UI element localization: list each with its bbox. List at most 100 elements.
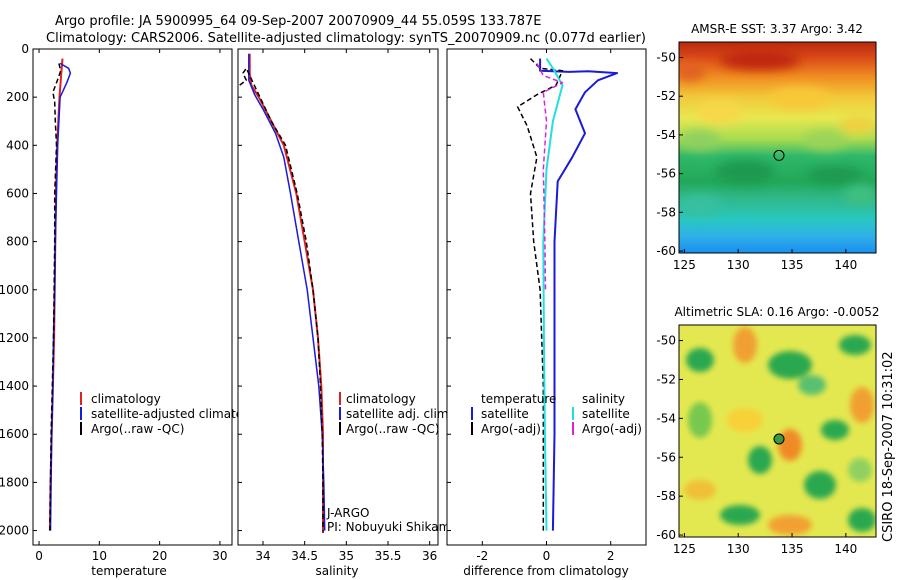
salinity-xlabel: salinity xyxy=(315,564,358,578)
y-tick-label: 1200 xyxy=(0,331,29,345)
legend-swatch-temp-satellite xyxy=(471,407,473,420)
x-tick-label: 35.5 xyxy=(375,549,402,563)
legend-label-satellite: satellite adj. clim. xyxy=(346,407,452,421)
map-y-tick-label: -58 xyxy=(656,489,676,503)
y-tick-label: 1400 xyxy=(0,379,29,393)
series-line-argo-raw-qc xyxy=(49,63,62,534)
map-x-tick-label: 125 xyxy=(673,258,696,272)
legend-label-argo: Argo(..raw -QC) xyxy=(346,422,439,436)
map-ticks: 125 130 135 140 -50 -52 -54 -56 -58 -60 xyxy=(656,334,857,556)
figure-title-line2: Climatology: CARS2006. Satellite-adjuste… xyxy=(46,31,646,46)
map-y-tick-label: -54 xyxy=(656,128,676,142)
side-caption: CSIRO 18-Sep-2007 10:31:02 xyxy=(881,351,896,542)
y-tick-label: 0 xyxy=(21,42,29,56)
legend-swatch-sal-argo xyxy=(572,422,574,435)
temperature-axes-box xyxy=(32,48,233,546)
sla-map-panel: Altimetric SLA: 0.16 Argo: -0.0052 xyxy=(656,305,879,556)
x-tick-label: 34.5 xyxy=(291,549,318,563)
map-x-tick-label: 135 xyxy=(781,542,804,556)
legend-swatch-argo xyxy=(339,422,341,435)
legend-label-climatology: climatology xyxy=(346,392,416,406)
difference-legend: temperature satellite Argo(-adj) salinit… xyxy=(471,392,642,436)
map-x-tick-label: 130 xyxy=(727,542,750,556)
series-line-salinity-argo-adj xyxy=(536,63,564,290)
temperature-panel: 0 10 20 30 0 200 400 600 800 1000 1200 1400 1600 180… xyxy=(0,42,269,578)
temperature-xlabel: temperature xyxy=(91,564,166,578)
argo-float-marker xyxy=(773,433,785,445)
salinity-legend: climatology satellite adj. clim. Argo(..… xyxy=(339,392,452,436)
sst-map-frame xyxy=(678,41,877,254)
legend-label-satellite: satellite-adjusted climatology xyxy=(91,407,269,421)
series-line-salinity-satellite xyxy=(542,58,564,531)
difference-x-ticks: -2 0 2 xyxy=(447,48,615,563)
map-y-tick-label: -58 xyxy=(656,205,676,219)
legend-label-argo: Argo(..raw -QC) xyxy=(91,422,184,436)
difference-series xyxy=(516,58,619,531)
map-ticks: 125 130 135 140 -50 -52 -54 -56 -58 -60 xyxy=(656,50,857,272)
map-y-tick-label: -50 xyxy=(656,50,676,64)
salinity-axes-box xyxy=(237,48,439,546)
sst-map-panel: AMSR-E SST: 3.37 Argo: 3.42 125 130 135 140… xyxy=(656,22,877,272)
y-tick-label: 2000 xyxy=(0,524,29,538)
y-tick-label: 400 xyxy=(6,138,29,152)
float-pi-label: PI: Nobuyuki Shikama xyxy=(327,520,458,534)
sst-field xyxy=(679,42,876,253)
temperature-x-ticks: 0 10 20 30 xyxy=(35,49,228,563)
x-tick-label: 20 xyxy=(152,549,167,563)
map-x-tick-label: 130 xyxy=(727,258,750,272)
map-x-tick-label: 140 xyxy=(834,258,857,272)
map-y-tick-label: -60 xyxy=(656,528,676,542)
depth-y-ticks: 0 200 400 600 800 1000 1200 1400 1600 1800 2000 xyxy=(0,42,37,538)
x-tick-label: 0 xyxy=(35,549,43,563)
legend-swatch-sal-satellite xyxy=(572,407,574,420)
y-tick-label: 1600 xyxy=(0,427,29,441)
x-tick-label: 34 xyxy=(255,549,270,563)
x-tick-label: 35 xyxy=(339,549,354,563)
x-tick-label: 10 xyxy=(92,549,107,563)
salinity-series xyxy=(239,53,326,533)
y-tick-label: 200 xyxy=(6,90,29,104)
map-y-tick-label: -60 xyxy=(656,244,676,258)
x-tick-label: -2 xyxy=(476,549,488,563)
y-tick-label: 600 xyxy=(6,186,29,200)
map-x-tick-label: 125 xyxy=(673,542,696,556)
legend-swatch-satellite xyxy=(339,407,341,420)
series-line-climatology xyxy=(248,53,324,531)
legend-header-temperature: temperature xyxy=(481,392,556,406)
map-y-tick-label: -56 xyxy=(656,450,676,464)
legend-swatch-climatology xyxy=(339,392,341,405)
series-line-temperature-argo-adj xyxy=(516,58,564,531)
difference-panel: -2 0 2 difference from climatology tempera… xyxy=(446,48,647,578)
legend-header-salinity: salinity xyxy=(582,392,625,406)
map-y-tick-label: -50 xyxy=(656,334,676,348)
sst-map-title: AMSR-E SST: 3.37 Argo: 3.42 xyxy=(691,22,863,36)
argo-float-marker xyxy=(773,149,785,161)
temperature-legend: climatology satellite-adjusted climatolo… xyxy=(80,392,269,436)
x-tick-label: 30 xyxy=(212,549,227,563)
sla-map-frame xyxy=(678,324,877,538)
figure-title-line1: Argo profile: JA 5900995_64 09-Sep-2007 … xyxy=(55,14,541,29)
difference-xlabel: difference from climatology xyxy=(463,564,629,578)
legend-swatch-satellite xyxy=(80,407,82,420)
difference-axes-box xyxy=(446,48,647,546)
map-x-tick-label: 140 xyxy=(834,542,857,556)
legend-swatch-argo xyxy=(80,422,82,435)
legend-swatch-climatology xyxy=(80,392,82,405)
map-y-tick-label: -54 xyxy=(656,411,676,425)
sla-field xyxy=(679,325,876,537)
series-line-temperature-satellite xyxy=(539,58,619,531)
x-tick-label: 36 xyxy=(422,549,437,563)
y-tick-label: 1800 xyxy=(0,475,29,489)
temperature-series xyxy=(48,58,72,534)
legend-label-temp-argo: Argo(-adj) xyxy=(481,422,541,436)
legend-swatch-temp-argo xyxy=(471,422,473,435)
series-line-argo-raw-qc xyxy=(239,67,324,533)
map-x-tick-label: 135 xyxy=(781,258,804,272)
legend-label-temp-satellite: satellite xyxy=(481,407,529,421)
sla-map-title: Altimetric SLA: 0.16 Argo: -0.0052 xyxy=(674,305,879,319)
map-y-tick-label: -52 xyxy=(656,89,676,103)
float-operator-label: J-ARGO xyxy=(326,506,369,520)
legend-label-sal-satellite: satellite xyxy=(582,407,630,421)
legend-label-climatology: climatology xyxy=(91,392,161,406)
